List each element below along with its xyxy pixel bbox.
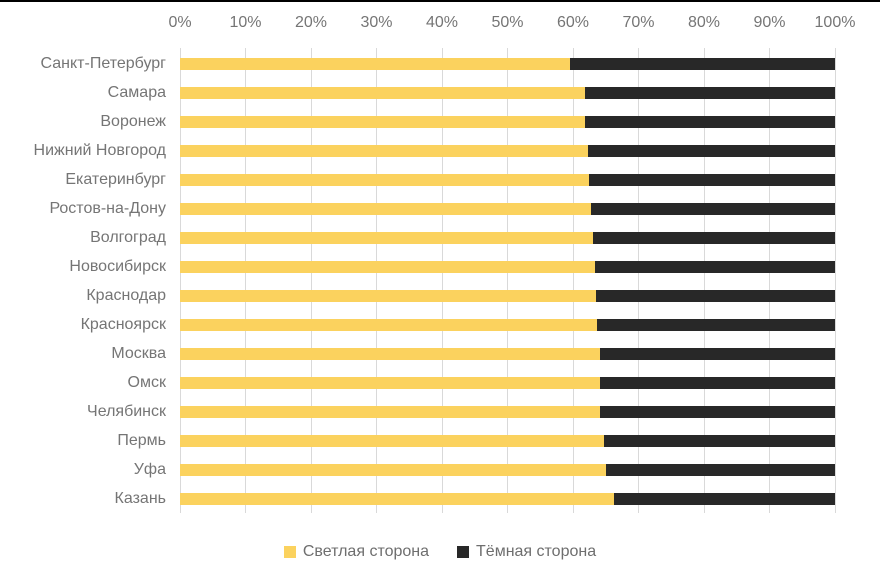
bar-segment-dark (589, 173, 835, 186)
bar-segment-dark (593, 231, 835, 244)
x-tick-label: 30% (360, 14, 393, 31)
bar-segment-light (180, 173, 590, 186)
bar-segment-dark (613, 492, 835, 505)
bar-segment-light (180, 57, 570, 70)
bar-row (180, 405, 835, 418)
gridline (769, 48, 770, 513)
gridline (179, 48, 181, 513)
bar-segment-light (180, 115, 585, 128)
bar-row (180, 173, 835, 186)
category-label: Екатеринбург (65, 170, 166, 188)
x-tick-label: 70% (622, 14, 655, 31)
bar-row (180, 318, 835, 331)
gridline (507, 48, 508, 513)
legend: Светлая сторона Тёмная сторона (0, 543, 880, 561)
legend-label-dark: Тёмная сторона (476, 543, 597, 560)
x-tick-label: 100% (814, 14, 856, 31)
bar-segment-light (180, 492, 614, 505)
bar-row (180, 463, 835, 476)
bar-segment-dark (596, 318, 835, 331)
category-label: Казань (114, 489, 166, 507)
category-label: Омск (127, 373, 166, 391)
category-label: Воронеж (100, 112, 166, 130)
bar-segment-light (180, 318, 597, 331)
gridline (376, 48, 377, 513)
category-label: Красноярск (80, 315, 166, 333)
bar-segment-dark (599, 376, 835, 389)
x-tick-label: 10% (229, 14, 262, 31)
legend-swatch-light-icon (283, 546, 296, 558)
category-label: Санкт-Петербург (40, 54, 166, 72)
bar-segment-dark (595, 289, 835, 302)
bar-segment-light (180, 231, 594, 244)
bar-row (180, 57, 835, 70)
bar-segment-light (180, 260, 596, 273)
bar-segment-light (180, 347, 600, 360)
gridline (638, 48, 639, 513)
gridline (441, 48, 443, 513)
x-tick-label: 80% (687, 14, 721, 31)
bar-segment-dark (605, 463, 835, 476)
bar-segment-dark (590, 202, 835, 215)
bar-row (180, 347, 835, 360)
bar-row (180, 260, 835, 273)
category-label: Новосибирск (69, 257, 166, 275)
category-label: Краснодар (86, 286, 166, 304)
bar-row (180, 115, 835, 128)
category-label: Волгоград (90, 228, 166, 246)
legend-item-light: Светлая сторона (283, 543, 430, 561)
legend-label-light: Светлая сторона (302, 543, 430, 560)
bar-row (180, 289, 835, 302)
gridline (310, 48, 312, 513)
category-label: Самара (107, 83, 166, 101)
bar-segment-dark (599, 405, 835, 418)
x-tick-label: 20% (294, 14, 328, 31)
bar-segment-light (180, 144, 589, 157)
bar-segment-light (180, 434, 605, 447)
category-label: Нижний Новгород (33, 141, 166, 159)
bar-row (180, 144, 835, 157)
bar-segment-light (180, 289, 596, 302)
x-tick-label: 90% (753, 14, 786, 31)
bar-segment-light (180, 202, 591, 215)
x-tick-label: 40% (425, 14, 459, 31)
gridline (703, 48, 705, 513)
gridline (245, 48, 246, 513)
top-border-line (0, 0, 880, 2)
bar-row (180, 434, 835, 447)
category-label: Челябинск (87, 402, 166, 420)
bar-row (180, 202, 835, 215)
category-label: Москва (111, 344, 166, 362)
bar-segment-light (180, 86, 585, 99)
bar-segment-dark (588, 144, 835, 157)
legend-item-dark: Тёмная сторона (457, 543, 596, 561)
bar-row (180, 231, 835, 244)
bar-row (180, 492, 835, 505)
gridline (572, 48, 574, 513)
bar-segment-dark (599, 347, 835, 360)
legend-swatch-dark-icon (457, 546, 470, 558)
bar-segment-light (180, 405, 600, 418)
x-tick-label: 60% (556, 14, 590, 31)
bar-segment-dark (595, 260, 835, 273)
bar-segment-dark (584, 86, 835, 99)
category-label: Пермь (117, 431, 166, 449)
x-tick-label: 0% (168, 14, 192, 31)
gridline (834, 48, 836, 513)
bar-segment-dark (569, 57, 835, 70)
bar-segment-light (180, 463, 606, 476)
category-label: Ростов-на-Дону (49, 199, 166, 217)
x-tick-label: 50% (491, 14, 524, 31)
bar-segment-light (180, 376, 600, 389)
bar-segment-dark (604, 434, 835, 447)
bar-row (180, 86, 835, 99)
bar-segment-dark (584, 115, 835, 128)
category-label: Уфа (133, 460, 166, 478)
bar-row (180, 376, 835, 389)
